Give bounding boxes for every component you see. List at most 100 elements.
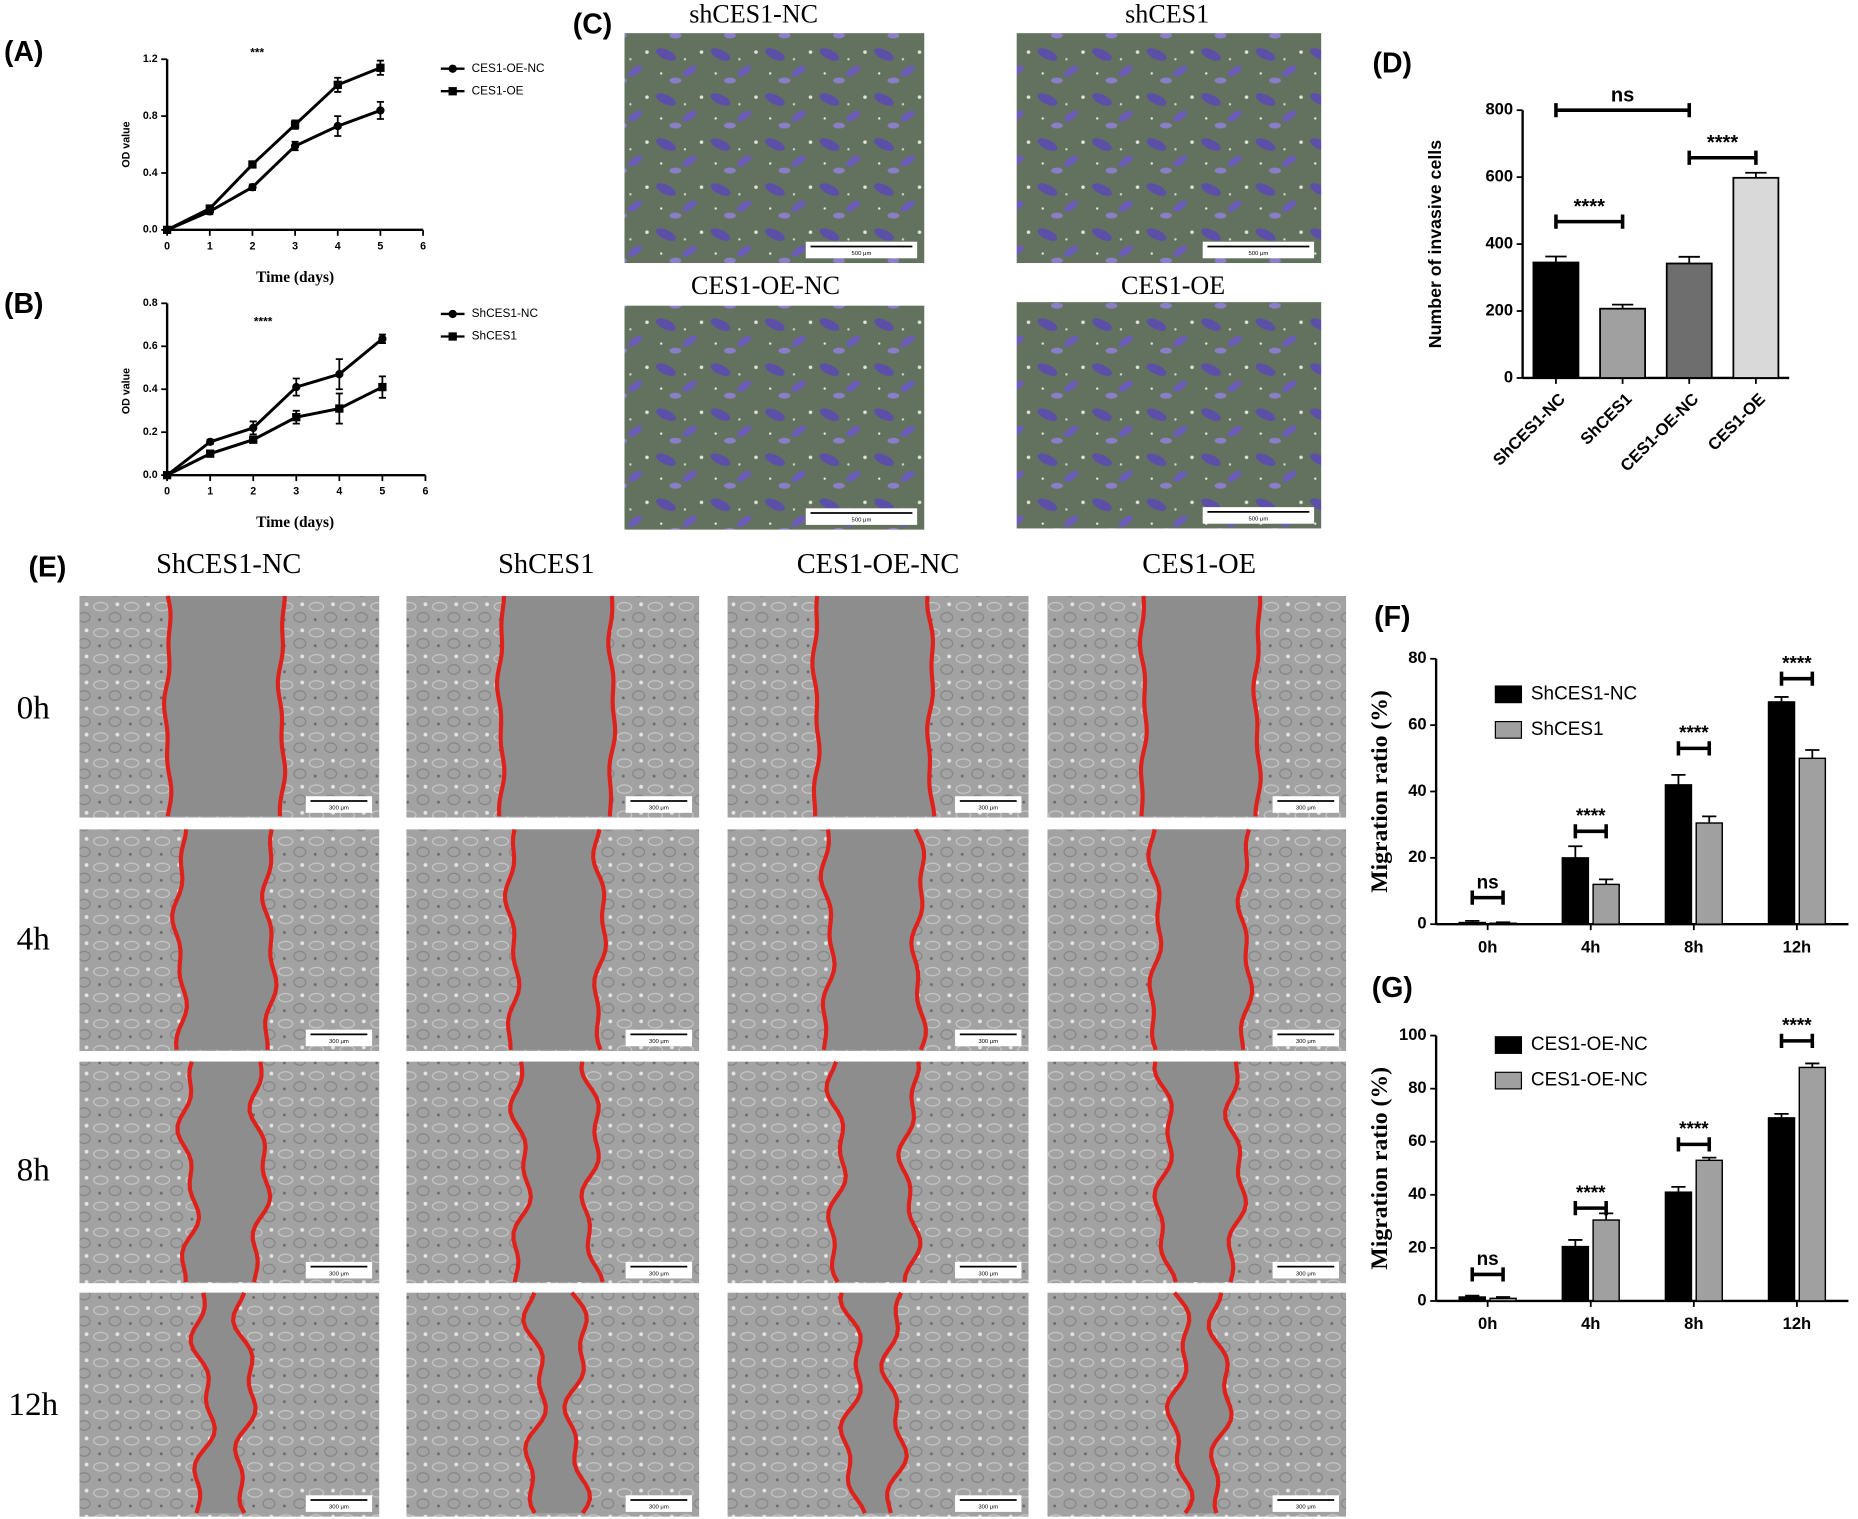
data-point [249, 423, 258, 433]
x-tick-label: 1 [207, 240, 213, 252]
bar [1532, 261, 1580, 379]
bar [1767, 701, 1796, 925]
wound-edge [562, 1291, 593, 1515]
x-tick-label: 0 [164, 240, 170, 252]
x-tick-label: ShCES1 [1577, 389, 1636, 448]
y-axis-label: Migration ratio (%) [1367, 690, 1393, 893]
wound-edge [1137, 595, 1149, 817]
series-line [166, 66, 381, 232]
wound-edge [503, 828, 522, 1050]
legend-label: CES1-OE-NC [1531, 1034, 1648, 1055]
y-tick-label: 600 [1485, 167, 1513, 186]
x-tick-label: 4 [336, 486, 342, 498]
micrograph-label: shCES1 [1125, 0, 1209, 29]
data-point [248, 183, 257, 192]
legend-swatch [1494, 720, 1523, 739]
data-point [376, 106, 385, 115]
panel-label: (D) [1373, 48, 1412, 80]
panel-label: (B) [4, 288, 43, 320]
significance-label: ns [1477, 1249, 1499, 1270]
micrograph [1016, 33, 1322, 264]
significance-bracket [1676, 741, 1712, 756]
wound-edge [579, 1061, 605, 1283]
y-tick-label: 60 [1408, 1131, 1426, 1150]
bar [1592, 1219, 1620, 1302]
significance-bracket [1573, 824, 1608, 839]
y-tick-label: 800 [1485, 100, 1513, 119]
wound-edge [925, 595, 937, 817]
legend-marker [448, 309, 457, 319]
micrograph-label: CES1-OE [1121, 271, 1225, 300]
bar [1665, 262, 1713, 379]
wound-region [1148, 829, 1253, 1050]
significance-label: **** [1679, 1119, 1709, 1140]
y-tick-label: 80 [1408, 648, 1426, 667]
x-tick-label: CES1-OE [1704, 389, 1769, 454]
significance-label: **** [1679, 723, 1709, 744]
wound-edge [175, 1061, 202, 1283]
significance-bracket [1573, 1200, 1608, 1216]
x-tick-label: 0 [164, 486, 170, 498]
bar [1767, 1117, 1796, 1302]
x-tick-label: 4h [1581, 1314, 1600, 1333]
scale-bar-label: 300 μm [329, 1271, 349, 1277]
scale-bar-label: 500 μm [852, 518, 872, 524]
y-axis-label: Migration ratio (%) [1367, 1067, 1393, 1270]
wound-region [1139, 595, 1261, 817]
data-point [290, 141, 300, 151]
legend-marker [448, 87, 457, 96]
wound-edge [909, 828, 928, 1051]
bar [1561, 857, 1590, 925]
scale-bar-label: 300 μm [649, 1271, 669, 1277]
scale-bar-label: 300 μm [1296, 1505, 1316, 1511]
wound-region [177, 1061, 271, 1283]
data-point [249, 435, 258, 444]
data-point [206, 437, 215, 446]
wound-edge [247, 1061, 273, 1283]
scale-bar-label: 300 μm [329, 806, 349, 812]
wound-region [505, 829, 606, 1050]
x-tick-label: 8h [1684, 1314, 1703, 1333]
column-label: ShCES1-NC [156, 549, 301, 580]
scale-bar-label: 300 μm [649, 806, 669, 812]
y-tick-label: 200 [1485, 300, 1513, 319]
significance-bracket [1470, 890, 1505, 905]
micrograph-label: CES1-OE-NC [691, 271, 840, 300]
legend-swatch [1494, 1071, 1523, 1090]
y-tick-label: 1.2 [143, 53, 158, 65]
data-point [248, 160, 257, 169]
x-tick-label: 4h [1581, 937, 1600, 956]
wound-region [164, 595, 286, 817]
y-tick-label: 80 [1408, 1078, 1426, 1097]
significance-bracket [1687, 150, 1758, 165]
y-axis-label: OD value [121, 368, 133, 414]
y-tick-label: 0 [1417, 914, 1426, 933]
y-tick-label: 0 [1417, 1290, 1426, 1309]
micrograph [624, 33, 925, 264]
wound-region [1154, 1061, 1247, 1283]
bar [1798, 757, 1827, 925]
micrograph [624, 305, 925, 530]
bar [1458, 1296, 1487, 1302]
wound-edge [824, 1060, 848, 1284]
scale-bar-label: 500 μm [1248, 251, 1268, 257]
scale-bar-label: 300 μm [1296, 1271, 1316, 1277]
wound-edge [521, 1291, 548, 1515]
bar [1798, 1066, 1827, 1302]
scale-bar-label: 300 μm [978, 1039, 998, 1045]
y-tick-label: 40 [1408, 1184, 1426, 1203]
data-point [290, 120, 300, 129]
bar [1695, 1159, 1723, 1302]
wound-edge [591, 828, 609, 1051]
data-point [333, 121, 342, 131]
y-tick-label: 0 [1504, 367, 1513, 386]
panel-label: (A) [4, 36, 43, 68]
wound-region [840, 1292, 907, 1514]
x-axis-label: Time (days) [256, 269, 334, 286]
wound-edge [508, 1061, 533, 1283]
scale-bar-label: 500 μm [1248, 517, 1268, 523]
legend-label: ShCES1 [472, 329, 517, 343]
wound-region [172, 829, 277, 1050]
significance-label: ns [1611, 84, 1635, 106]
